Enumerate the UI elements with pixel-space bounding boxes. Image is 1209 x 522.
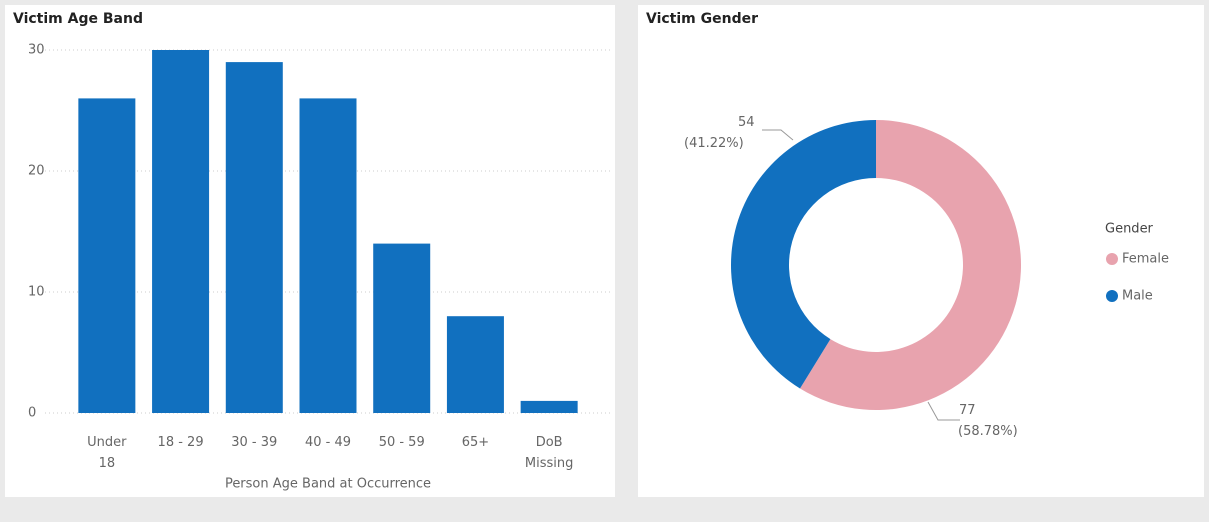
data-label: 54 (41.22%)	[684, 115, 755, 151]
donut-slice	[800, 120, 1021, 411]
x-tick-label-line: 18 - 29	[158, 435, 204, 450]
data-label-line: (58.78%)	[958, 424, 1018, 439]
x-tick-label-line: Under	[87, 435, 127, 450]
data-label-line: 54	[738, 115, 755, 130]
x-tick-label: 18 - 29	[158, 435, 204, 450]
x-tick-label: 40 - 49	[305, 435, 351, 450]
x-tick-label: 50 - 59	[379, 435, 425, 450]
donut-slice	[730, 119, 876, 389]
x-tick-label-line: 18	[99, 456, 116, 471]
legend-marker	[1106, 290, 1118, 302]
bar	[78, 98, 136, 414]
y-tick-label: 0	[28, 406, 36, 421]
x-tick-label: 65+	[462, 435, 489, 450]
data-label: 77 (58.78%)	[958, 403, 1018, 439]
chart-title: Victim Age Band	[13, 11, 143, 27]
leader-line	[927, 401, 960, 421]
x-tick-label: Under 18	[87, 435, 127, 471]
bar	[446, 316, 504, 413]
x-tick-label-line: 50 - 59	[379, 435, 425, 450]
y-tick-label: 30	[28, 43, 45, 58]
x-axis-label: Person Age Band at Occurrence	[225, 477, 431, 492]
y-tick-label: 20	[28, 164, 45, 179]
x-tick-label-line: 30 - 39	[231, 435, 277, 450]
legend-marker	[1106, 253, 1118, 265]
leader-line	[762, 129, 794, 141]
x-tick-label: 30 - 39	[231, 435, 277, 450]
legend-label: Female	[1122, 252, 1169, 267]
x-tick-label-line: DoB	[536, 435, 563, 450]
data-label-line: 77	[959, 403, 976, 418]
x-tick-label-line: 40 - 49	[305, 435, 351, 450]
x-tick-label-line: Missing	[525, 456, 573, 471]
legend-title: Gender	[1105, 222, 1154, 237]
x-tick-label-line: 65+	[462, 435, 489, 450]
bar	[299, 98, 357, 414]
legend-label: Male	[1122, 289, 1153, 304]
bar	[520, 400, 578, 413]
bar	[152, 50, 210, 413]
chart-title: Victim Gender	[646, 11, 758, 27]
bar	[373, 243, 431, 413]
bar	[225, 62, 283, 413]
panel	[638, 5, 1204, 497]
x-tick-label: DoB Missing	[525, 435, 573, 471]
y-tick-label: 10	[28, 285, 45, 300]
data-label-line: (41.22%)	[684, 136, 744, 151]
